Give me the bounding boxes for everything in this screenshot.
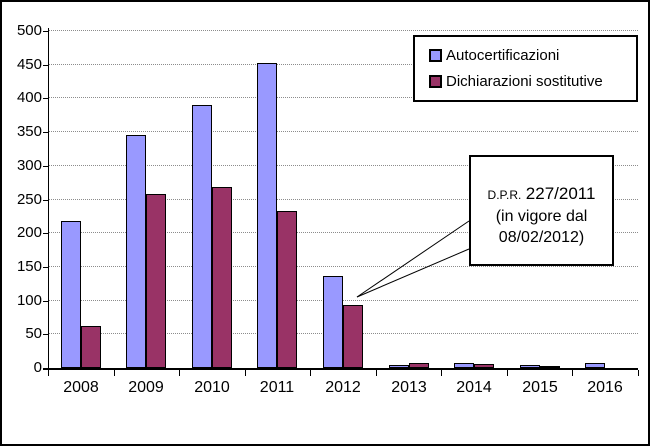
x-axis-tick bbox=[179, 370, 180, 376]
y-axis-label: 300 bbox=[16, 156, 42, 174]
legend-marker-autocertificazioni-icon bbox=[429, 48, 442, 62]
legend-label: Autocertificazioni bbox=[446, 46, 560, 64]
y-axis-label: 400 bbox=[16, 89, 42, 107]
bar-autocertificazioni-2015 bbox=[520, 365, 540, 368]
bar-autocertificazioni-2009 bbox=[126, 135, 146, 368]
y-axis-tick bbox=[43, 165, 49, 167]
gridline-100 bbox=[49, 299, 638, 301]
bar-dichiarazioni-sostitutive-2010 bbox=[212, 187, 232, 368]
bar-dichiarazioni-sostitutive-2009 bbox=[146, 194, 166, 368]
gridline-300 bbox=[49, 164, 638, 166]
bar-dichiarazioni-sostitutive-2014 bbox=[474, 364, 494, 368]
x-axis-label-2016: 2016 bbox=[587, 379, 623, 396]
gridline-200 bbox=[49, 232, 638, 234]
gridline-400 bbox=[49, 97, 638, 99]
y-axis-tick bbox=[43, 300, 49, 302]
gridline-450 bbox=[49, 63, 638, 65]
y-axis-tick bbox=[43, 199, 49, 201]
bar-autocertificazioni-2008 bbox=[61, 221, 81, 368]
bar-autocertificazioni-2011 bbox=[257, 63, 277, 368]
x-axis-tick bbox=[114, 370, 115, 376]
x-axis-label-2014: 2014 bbox=[456, 379, 492, 396]
y-axis-tick bbox=[43, 132, 49, 134]
bar-dichiarazioni-sostitutive-2008 bbox=[81, 326, 101, 368]
bar-autocertificazioni-2010 bbox=[192, 105, 212, 368]
x-axis-tick bbox=[245, 370, 246, 376]
y-axis-label: 0 bbox=[33, 359, 42, 376]
annotation-line-2: (in vigore dal bbox=[495, 208, 588, 225]
x-axis-label-2011: 2011 bbox=[259, 379, 295, 396]
annotation-line-1: D.P.R. 227/2011 bbox=[471, 183, 612, 206]
y-axis-label: 150 bbox=[16, 257, 42, 275]
gridline-150 bbox=[49, 265, 638, 267]
x-axis-tick bbox=[310, 370, 311, 376]
x-axis-tick bbox=[507, 370, 508, 376]
x-axis-label-2013: 2013 bbox=[391, 379, 427, 396]
y-axis-label: 100 bbox=[16, 291, 42, 309]
bar-dichiarazioni-sostitutive-2013 bbox=[409, 363, 429, 368]
y-axis-tick bbox=[43, 98, 49, 100]
y-axis-label: 200 bbox=[16, 224, 42, 242]
x-axis-label-2008: 2008 bbox=[63, 379, 99, 396]
bar-dichiarazioni-sostitutive-2012 bbox=[343, 305, 363, 368]
annotation-prefix: D.P.R. bbox=[487, 188, 522, 202]
annotation-number: 227/2011 bbox=[525, 184, 596, 203]
annotation-line-3: 08/02/2012) bbox=[498, 229, 585, 246]
gridline-250 bbox=[49, 198, 638, 200]
x-axis-label-2009: 2009 bbox=[128, 379, 164, 396]
x-axis-line bbox=[43, 368, 638, 370]
bar-autocertificazioni-2016 bbox=[585, 363, 605, 368]
x-axis-tick bbox=[376, 370, 377, 376]
legend-marker-dichiarazioni-icon bbox=[429, 75, 442, 89]
x-axis-tick bbox=[441, 370, 442, 376]
legend-item-dichiarazioni: Dichiarazioni sostitutive bbox=[429, 73, 636, 90]
gridline-350 bbox=[49, 131, 638, 133]
y-axis-tick bbox=[43, 31, 49, 32]
x-axis-label-2015: 2015 bbox=[522, 379, 558, 396]
x-axis-tick bbox=[48, 370, 49, 376]
bar-autocertificazioni-2014 bbox=[454, 363, 474, 368]
y-axis-label: 350 bbox=[16, 123, 42, 141]
y-axis-tick bbox=[43, 334, 49, 336]
legend: Autocertificazioni Dichiarazioni sostitu… bbox=[413, 35, 638, 102]
y-axis-label: 450 bbox=[16, 55, 42, 73]
annotation-callout: D.P.R. 227/2011 (in vigore dal 08/02/201… bbox=[469, 155, 614, 266]
x-axis-tick bbox=[572, 370, 573, 376]
y-axis-tick bbox=[43, 233, 49, 235]
bar-dichiarazioni-sostitutive-2015 bbox=[540, 366, 560, 368]
x-axis-label-2010: 2010 bbox=[194, 379, 230, 396]
legend-label: Dichiarazioni sostitutive bbox=[446, 73, 603, 91]
gridline-500 bbox=[49, 30, 638, 31]
y-axis-label: 500 bbox=[16, 22, 42, 39]
legend-item-autocertificazioni: Autocertificazioni bbox=[429, 47, 636, 64]
x-axis-label-2012: 2012 bbox=[325, 379, 361, 396]
y-axis-label: 50 bbox=[25, 325, 42, 343]
bar-autocertificazioni-2013 bbox=[389, 365, 409, 368]
bar-autocertificazioni-2012 bbox=[323, 276, 343, 368]
y-axis-tick bbox=[43, 64, 49, 66]
y-axis-line bbox=[48, 28, 49, 370]
y-axis-tick bbox=[43, 266, 49, 268]
bar-dichiarazioni-sostitutive-2011 bbox=[277, 211, 297, 368]
y-axis-label: 250 bbox=[16, 190, 42, 208]
x-axis-tick bbox=[638, 370, 639, 376]
